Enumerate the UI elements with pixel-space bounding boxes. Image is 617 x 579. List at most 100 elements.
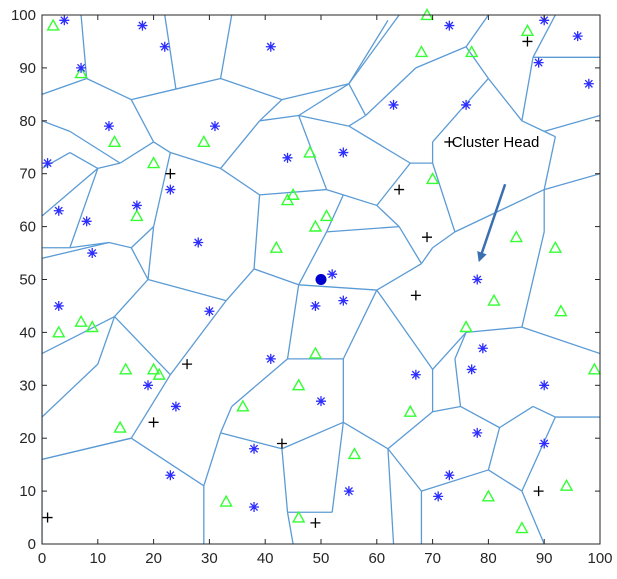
asterisk-marker	[327, 269, 338, 280]
voronoi-edge	[298, 284, 377, 291]
voronoi-edge	[521, 231, 545, 328]
plus-marker	[42, 512, 53, 523]
y-tick-label: 40	[19, 324, 36, 341]
voronoi-edge	[281, 448, 289, 513]
voronoi-edge	[259, 99, 283, 122]
triangle-marker	[308, 346, 323, 359]
asterisk-marker	[159, 41, 170, 52]
voronoi-edge	[42, 151, 71, 169]
voronoi-edge	[130, 99, 155, 143]
y-tick-label: 60	[19, 219, 36, 236]
voronoi-edge	[432, 331, 467, 370]
asterisk-marker	[338, 147, 349, 158]
voronoi-edge	[298, 83, 350, 117]
voronoi-edge	[147, 278, 227, 302]
voronoi-edge	[170, 151, 221, 170]
y-tick-label: 70	[19, 166, 36, 183]
voronoi-edge	[298, 231, 328, 286]
triangle-marker	[74, 314, 88, 327]
voronoi-edge	[348, 15, 400, 85]
asterisk-marker	[477, 343, 488, 354]
triangle-marker	[481, 489, 496, 502]
voronoi-edge	[42, 363, 99, 418]
voronoi-edge	[348, 114, 366, 127]
voronoi-edge	[220, 120, 261, 169]
triangle-marker	[119, 362, 133, 375]
asterisk-marker	[42, 158, 53, 169]
voronoi-edge	[521, 416, 556, 492]
triangle-marker	[236, 399, 250, 412]
markers-layer	[42, 8, 602, 534]
asterisk-marker	[81, 216, 92, 227]
voronoi-edge	[286, 284, 300, 359]
voronoi-edge	[454, 332, 467, 360]
voronoi-edge	[415, 46, 467, 69]
triangle-marker	[554, 304, 568, 317]
asterisk-marker	[461, 99, 472, 110]
triangle-marker	[197, 135, 211, 148]
asterisk-marker	[338, 295, 349, 306]
voronoi-edge	[432, 405, 461, 413]
asterisk-marker	[265, 353, 276, 364]
y-tick-label: 90	[19, 60, 36, 77]
voronoi-edge	[130, 226, 155, 249]
voronoi-edge	[42, 315, 115, 355]
voronoi-edge	[544, 114, 600, 133]
plus-marker	[410, 290, 421, 301]
voronoi-edge	[544, 173, 600, 191]
voronoi-edge	[398, 226, 422, 264]
voronoi-edge	[175, 77, 221, 90]
voronoi-edge	[454, 188, 545, 233]
voronoi-edge	[421, 469, 489, 492]
voronoi-edge	[387, 448, 395, 544]
voronoi-edge	[454, 358, 462, 407]
asterisk-marker	[444, 20, 455, 31]
voronoi-edge	[253, 194, 261, 269]
voronoi-edge	[432, 78, 489, 143]
triangle-marker	[113, 420, 127, 433]
y-tick-label: 10	[19, 483, 36, 500]
voronoi-edge	[298, 114, 350, 127]
plus-marker	[444, 136, 455, 147]
triangle-marker	[403, 404, 417, 417]
voronoi-edge	[387, 448, 422, 492]
asterisk-marker	[466, 364, 477, 375]
triangle-marker	[459, 320, 473, 333]
voronoi-edge	[521, 326, 600, 355]
asterisk-marker	[444, 470, 455, 481]
asterisk-marker	[209, 121, 220, 132]
x-tick-label: 100	[587, 550, 612, 567]
asterisk-marker	[539, 438, 550, 449]
voronoi-edge	[326, 225, 400, 233]
voronoi-edge	[130, 374, 171, 439]
voronoi-edge	[487, 427, 501, 471]
asterisk-marker	[388, 99, 399, 110]
triangle-marker	[291, 378, 306, 391]
triangle-marker	[308, 219, 323, 232]
x-tick-label: 50	[313, 550, 330, 567]
voronoi-edge	[348, 19, 389, 85]
voronoi-edge	[119, 141, 154, 164]
asterisk-marker	[472, 274, 483, 285]
voronoi-edge	[376, 162, 411, 206]
voronoi-edge	[153, 141, 171, 154]
plus-marker	[310, 517, 321, 528]
voronoi-edge	[365, 67, 417, 116]
triangle-marker	[425, 172, 440, 185]
voronoi-edge	[114, 279, 149, 317]
voronoi-edge	[108, 241, 132, 249]
voronoi-edge	[376, 204, 400, 228]
asterisk-marker	[343, 486, 354, 497]
voronoi-edge	[331, 422, 344, 513]
voronoi-edge	[343, 194, 377, 207]
base-station-marker	[315, 274, 327, 285]
voronoi-edge	[220, 77, 283, 101]
x-tick-label: 40	[257, 550, 274, 567]
voronoi-edge	[499, 405, 534, 429]
voronoi-edge	[376, 263, 422, 291]
voronoi-edge	[543, 130, 556, 138]
triangle-marker	[107, 135, 122, 148]
triangle-marker	[319, 209, 334, 222]
voronoi-edge	[460, 405, 500, 429]
